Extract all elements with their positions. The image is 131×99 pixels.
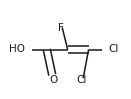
Text: F: F [58, 23, 64, 33]
Text: Cl: Cl [77, 75, 87, 85]
Text: HO: HO [9, 44, 25, 55]
Text: Cl: Cl [108, 44, 119, 55]
Text: O: O [49, 75, 58, 85]
